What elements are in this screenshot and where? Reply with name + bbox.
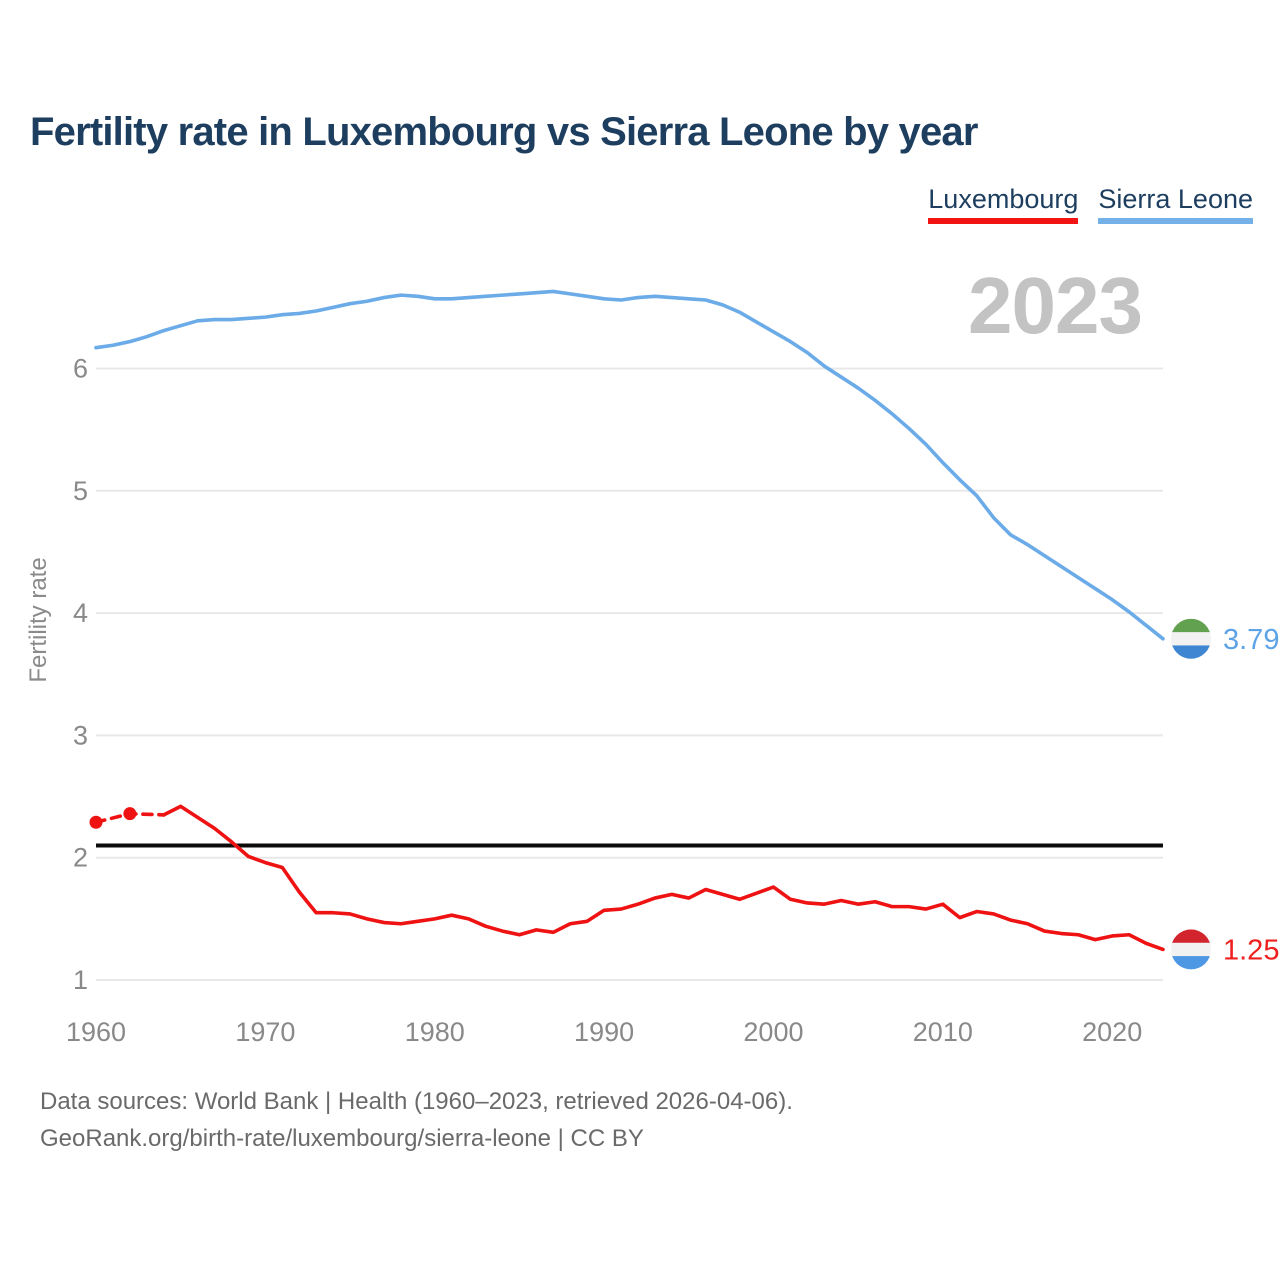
footer-attribution: GeoRank.org/birth-rate/luxembourg/sierra…: [40, 1125, 644, 1152]
page-title: Fertility rate in Luxembourg vs Sierra L…: [30, 110, 978, 154]
y-tick-label: 3: [73, 720, 88, 750]
y-axis-label: Fertility rate: [25, 557, 52, 682]
x-tick-label: 1970: [235, 1017, 295, 1047]
x-tick-label: 1980: [405, 1017, 465, 1047]
legend-item-luxembourg[interactable]: Luxembourg: [928, 185, 1079, 225]
y-tick-label: 6: [73, 354, 88, 384]
x-tick-label: 2020: [1082, 1017, 1142, 1047]
y-tick-label: 1: [73, 965, 88, 995]
y-tick-label: 2: [73, 843, 88, 873]
end-value-sierra-leone: 3.79: [1223, 624, 1279, 656]
y-tick-label: 5: [73, 476, 88, 506]
fertility-chart: 1 2 3 4 5 6 1960 1970 1980 1990 2000 2010 2020 Fertil…: [25, 289, 1279, 1047]
series-marker-1: [89, 815, 103, 829]
x-tick-label: 2000: [743, 1017, 803, 1047]
series-line-0: [94, 289, 1165, 641]
sierra-leone-flag-icon: [1171, 618, 1211, 659]
x-tick-label: 2010: [913, 1017, 973, 1047]
x-tick-label: 1990: [574, 1017, 634, 1047]
end-value-luxembourg: 1.25: [1223, 934, 1279, 966]
series-marker-1: [123, 807, 137, 821]
legend-item-sierra-leone[interactable]: Sierra Leone: [1098, 185, 1253, 225]
footer: Data sources: World Bank | Health (1960–…: [40, 1083, 793, 1157]
legend: Luxembourg Sierra Leone: [928, 185, 1253, 225]
year-badge: 2023: [968, 261, 1143, 350]
series-line-1: [161, 804, 1165, 952]
luxembourg-flag-icon: [1171, 929, 1211, 970]
x-tick-label: 1960: [66, 1017, 126, 1047]
y-tick-label: 4: [73, 598, 88, 628]
footer-data-sources: Data sources: World Bank | Health (1960–…: [40, 1088, 793, 1115]
